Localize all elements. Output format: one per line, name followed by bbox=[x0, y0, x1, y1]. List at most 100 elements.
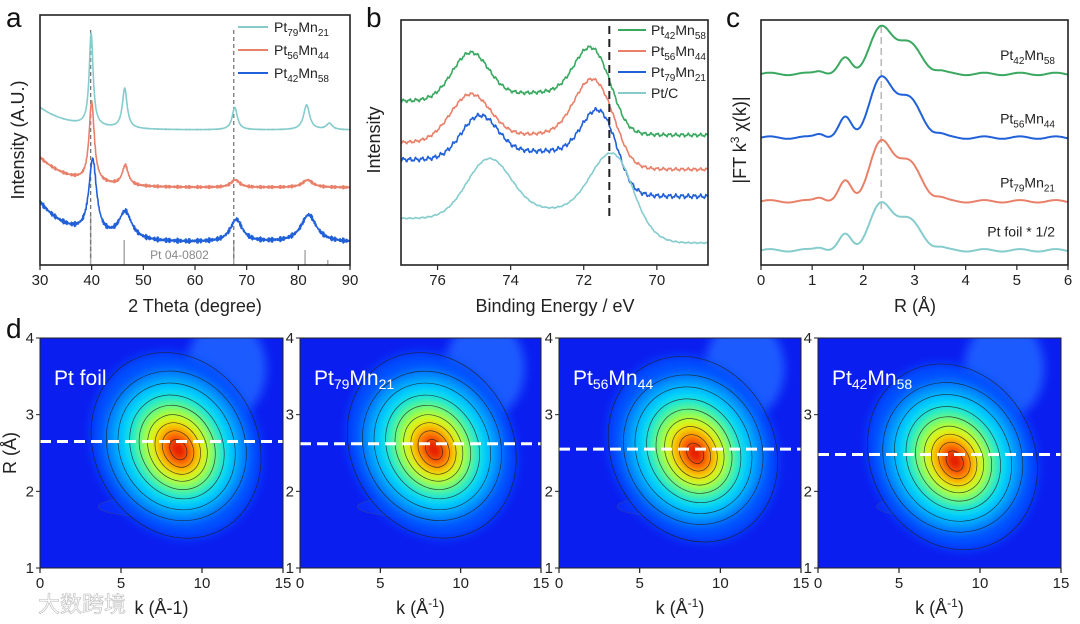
map-title: Pt foil bbox=[54, 367, 107, 390]
x-tick-label: 90 bbox=[342, 272, 359, 289]
label-part: Pt bbox=[651, 43, 664, 59]
legend-label: Pt56Mn44 bbox=[651, 43, 706, 63]
label-part: Mn bbox=[1024, 174, 1043, 190]
contour-line bbox=[385, 394, 480, 500]
contour-line bbox=[147, 414, 208, 482]
x-tick-label: 15 bbox=[533, 575, 550, 592]
x-tick-label: 2 bbox=[859, 272, 867, 289]
label-part: Mn bbox=[298, 19, 317, 35]
x-tick-label: 80 bbox=[290, 272, 307, 289]
subscript: 42 bbox=[1013, 56, 1025, 67]
y-tick-label: 4 bbox=[26, 330, 34, 347]
label-part: Pt foil * 1/2 bbox=[987, 223, 1055, 239]
label-part: Pt bbox=[274, 19, 287, 35]
label-part: χ(k)| bbox=[730, 96, 750, 136]
legend-label: Pt/C bbox=[651, 85, 678, 101]
y-tick-label: 1 bbox=[804, 560, 812, 577]
legend-label: Pt79Mn21 bbox=[651, 64, 706, 84]
y-axis-label: Intensity bbox=[364, 106, 384, 173]
contour-line bbox=[905, 406, 1001, 511]
contour-line bbox=[403, 414, 464, 482]
contour-line bbox=[362, 370, 502, 521]
x-tick-label: 0 bbox=[296, 575, 304, 592]
contour-line bbox=[417, 430, 450, 468]
contour-line bbox=[154, 422, 201, 475]
contour-line bbox=[867, 363, 1038, 551]
contour-line bbox=[346, 352, 517, 539]
x-tick-label: 15 bbox=[275, 575, 292, 592]
contour-line bbox=[117, 382, 236, 511]
label-part: Pt/C bbox=[651, 85, 678, 101]
x-tick-label: 72 bbox=[575, 272, 592, 289]
label-part: ) bbox=[439, 598, 445, 618]
contour-line bbox=[915, 416, 992, 502]
series-line-Pt42Mn58 bbox=[39, 157, 351, 245]
series-line-Pt42Mn58 bbox=[400, 45, 709, 138]
subscript: 58 bbox=[897, 376, 913, 392]
subscript: 21 bbox=[1044, 183, 1056, 194]
subscript: 56 bbox=[1013, 120, 1025, 131]
x-tick-label: 15 bbox=[1053, 575, 1070, 592]
reference-label: Pt 04-0802 bbox=[150, 248, 209, 262]
map-title: Pt79Mn21 bbox=[314, 367, 394, 392]
contour-line bbox=[634, 386, 753, 514]
x-tick-label: 10 bbox=[712, 575, 729, 592]
x-tick-label: 5 bbox=[635, 575, 643, 592]
label-part: k (Å bbox=[915, 598, 947, 618]
subscript: 58 bbox=[318, 74, 330, 85]
x-tick-label: 30 bbox=[32, 272, 49, 289]
subscript: 56 bbox=[664, 52, 676, 63]
x-axis-label: k (Å-1) bbox=[396, 596, 445, 618]
series-line-Pt56Mn44 bbox=[760, 75, 1069, 140]
y-tick-label: 3 bbox=[804, 407, 812, 424]
contour-line bbox=[410, 422, 457, 475]
panel-letter-d: d bbox=[6, 313, 22, 344]
map-frame bbox=[558, 337, 802, 569]
heatmap-level bbox=[169, 439, 187, 460]
label-part: Pt bbox=[651, 64, 664, 80]
subscript: 79 bbox=[1013, 183, 1025, 194]
label-part: k (Å bbox=[656, 598, 688, 618]
contour-line bbox=[90, 352, 262, 539]
y-axis-label: Intensity (A.U.) bbox=[8, 80, 28, 199]
y-tick-label: 2 bbox=[545, 483, 553, 500]
map-title: Pt42Mn58 bbox=[832, 367, 912, 392]
label-part: Pt bbox=[832, 367, 852, 390]
label-part: -1 bbox=[688, 596, 699, 610]
wavelet-map-3: Pt42Mn58 1 2 3 4 0 5 10 15 k (Å-1) bbox=[804, 330, 1070, 618]
contour-line bbox=[930, 433, 978, 487]
series-line-Pt56Mn44 bbox=[400, 77, 709, 172]
label-part: Pt bbox=[274, 42, 287, 58]
subscript: 44 bbox=[318, 51, 330, 62]
contour-line bbox=[894, 394, 1013, 522]
y-tick-label: 3 bbox=[545, 407, 553, 424]
subscript: 79 bbox=[287, 28, 299, 39]
x-tick-label: 4 bbox=[961, 272, 969, 289]
contour-line bbox=[678, 434, 712, 472]
contour-line bbox=[129, 394, 225, 500]
series-line-Pt56Mn44 bbox=[39, 100, 351, 190]
series-line-Pt42Mn58 bbox=[760, 24, 1069, 77]
subscript: 56 bbox=[593, 376, 609, 392]
subscript: 44 bbox=[695, 52, 707, 63]
x-axis-label: Binding Energy / eV bbox=[475, 296, 634, 316]
label-part: Pt bbox=[1000, 111, 1013, 127]
x-tick-label: 5 bbox=[117, 575, 125, 592]
x-tick-label: 6 bbox=[1064, 272, 1072, 289]
label-part: Mn bbox=[1024, 47, 1043, 63]
label-part: ) bbox=[698, 598, 704, 618]
contour-line bbox=[138, 404, 216, 490]
y-tick-label: 1 bbox=[545, 560, 553, 577]
label-part: Mn bbox=[675, 22, 694, 38]
label-part: ) bbox=[958, 598, 964, 618]
y-tick-label: 4 bbox=[545, 330, 553, 347]
map-frame bbox=[39, 337, 284, 569]
x-axis-label: k (Å-1) bbox=[135, 598, 189, 618]
contour-line bbox=[623, 374, 764, 525]
contour-line bbox=[938, 441, 971, 480]
contour-line bbox=[945, 450, 964, 472]
subscript: 21 bbox=[695, 73, 707, 84]
